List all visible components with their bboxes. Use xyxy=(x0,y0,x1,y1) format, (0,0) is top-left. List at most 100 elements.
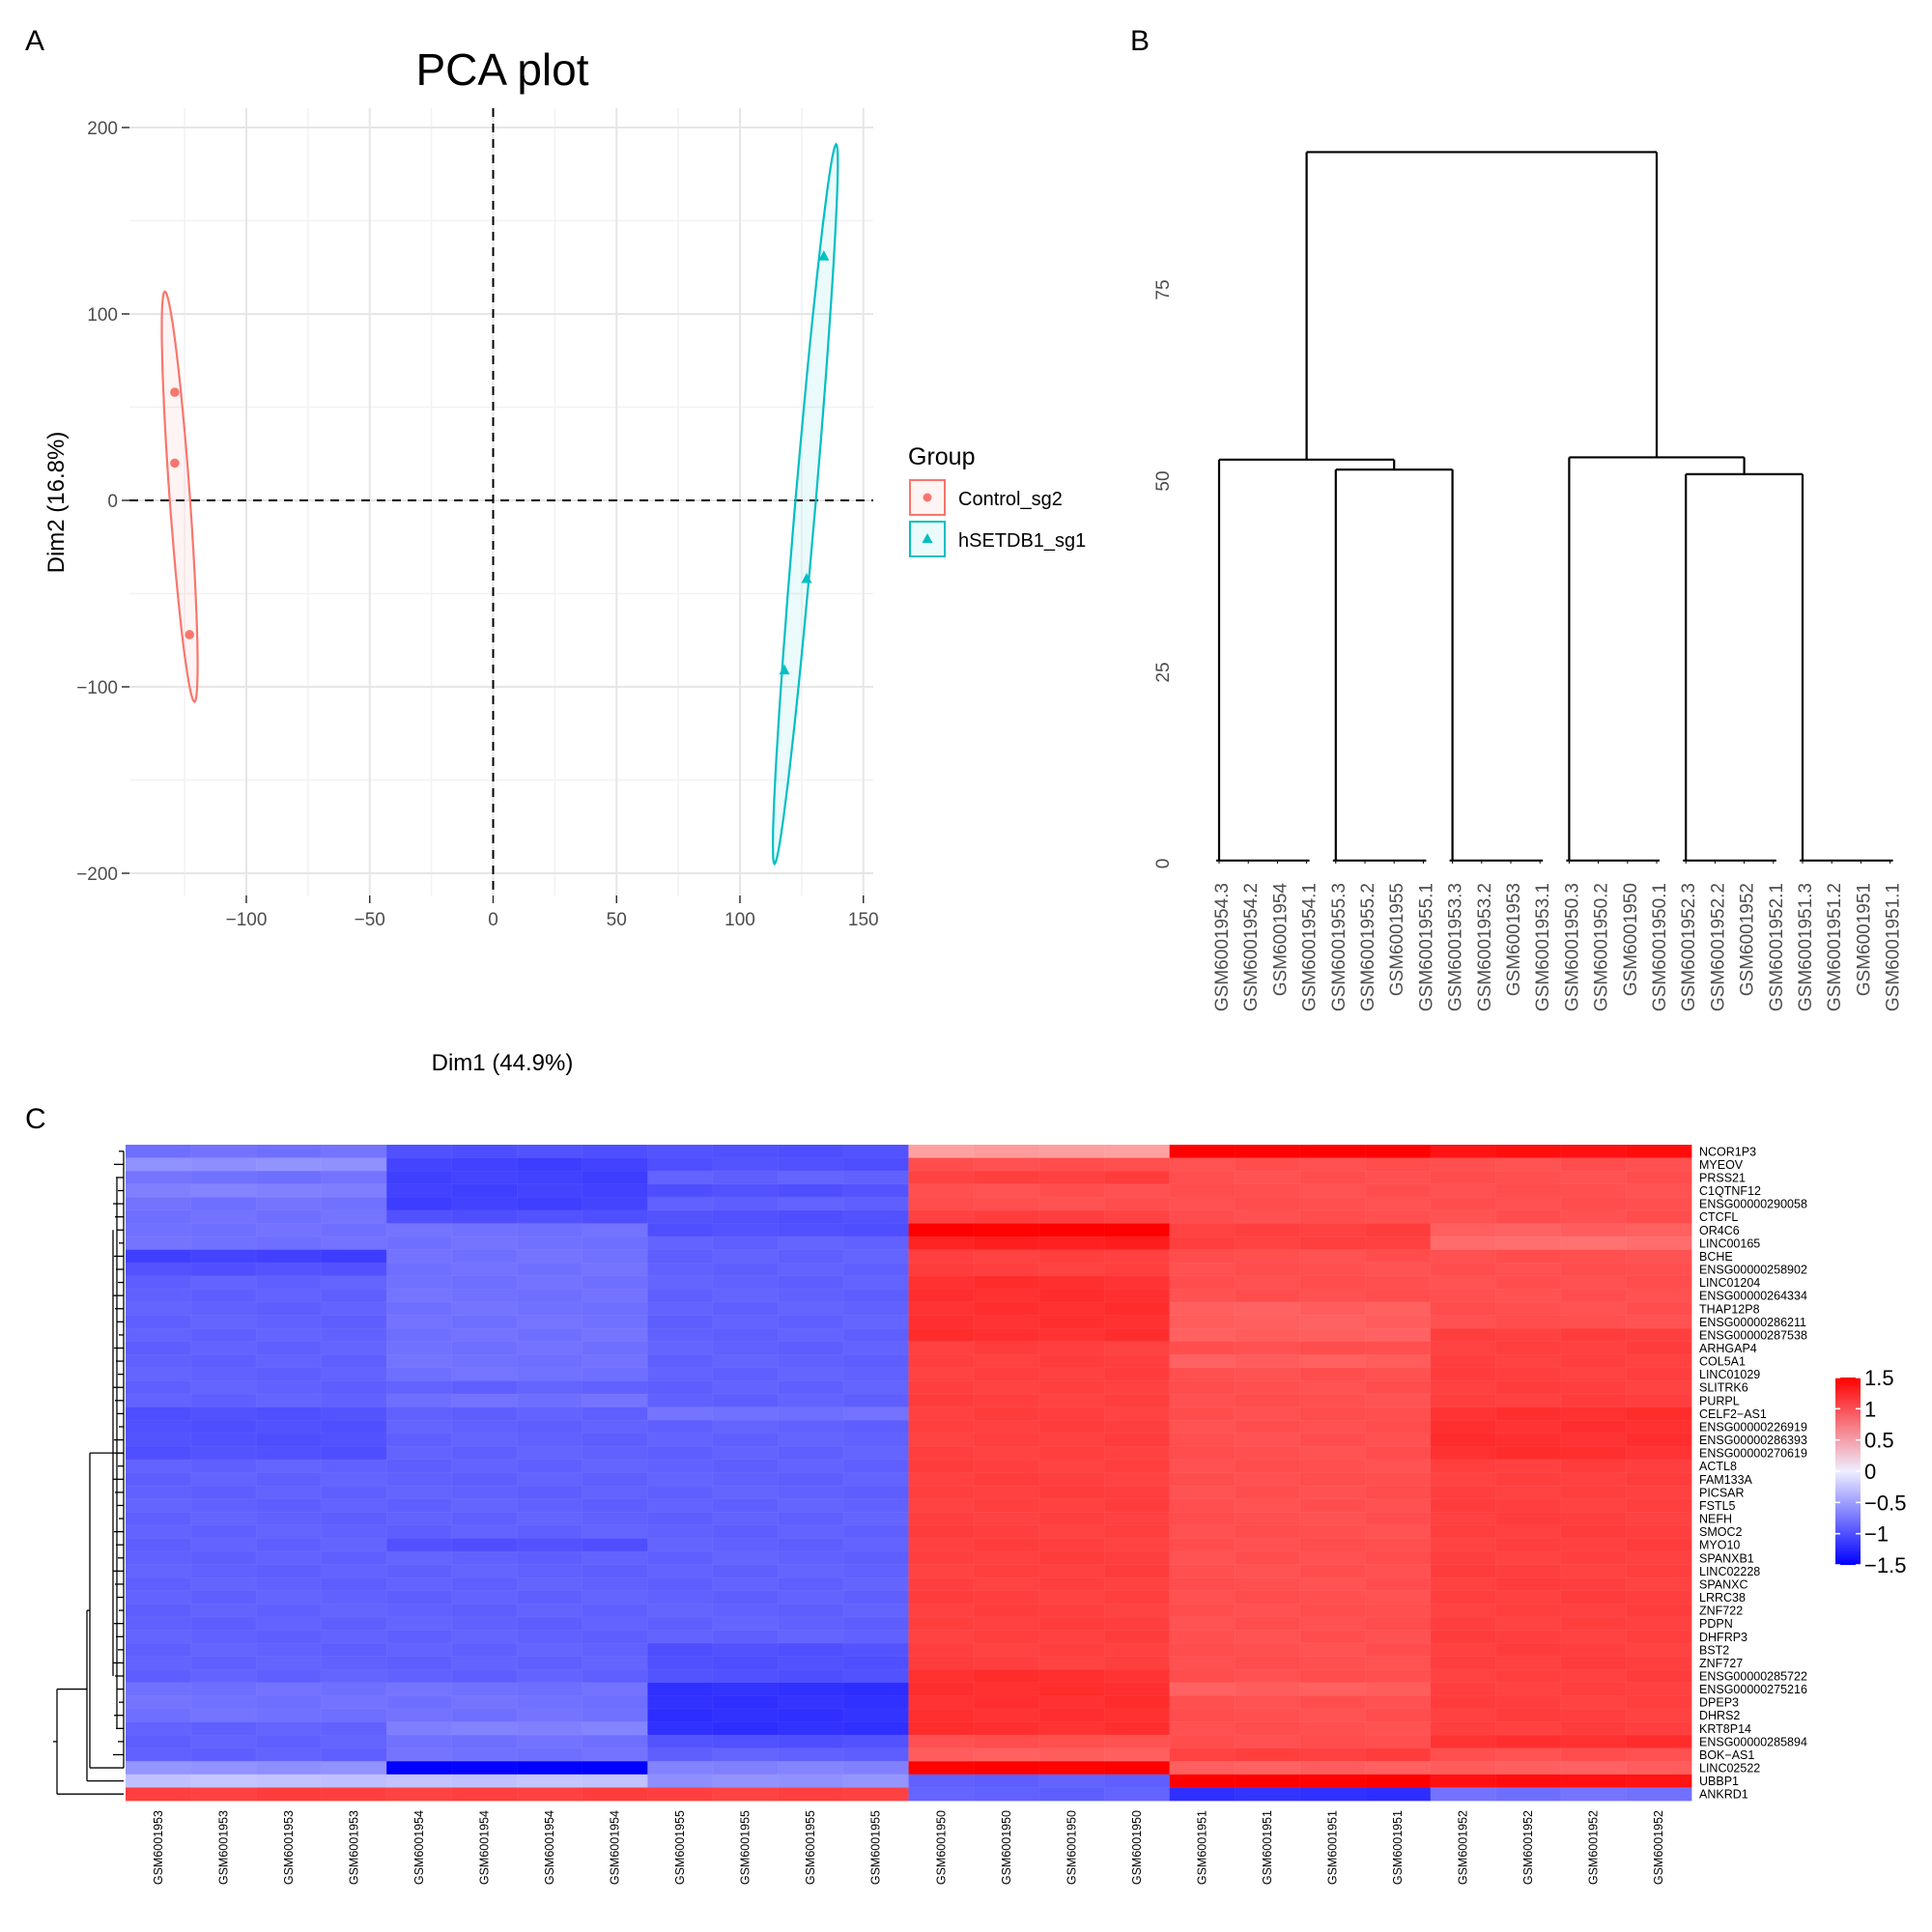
heatmap-cell xyxy=(1299,1367,1366,1382)
heatmap-cell xyxy=(255,1223,323,1237)
heatmap-cell xyxy=(1169,1209,1236,1225)
heatmap-cell xyxy=(321,1734,387,1749)
heatmap-cell xyxy=(451,1774,518,1789)
heatmap-cell xyxy=(321,1577,387,1592)
heatmap-cell xyxy=(778,1590,844,1605)
heatmap-cell xyxy=(385,1695,453,1710)
heatmap-cell xyxy=(1169,1747,1236,1762)
heatmap-cell xyxy=(778,1721,844,1736)
heatmap-cell xyxy=(1560,1157,1628,1172)
heatmap-cell xyxy=(1560,1144,1628,1159)
heatmap-cell xyxy=(1103,1787,1171,1802)
heatmap-cell xyxy=(1560,1183,1628,1198)
heatmap-cell xyxy=(1103,1223,1171,1237)
heatmap-cell xyxy=(1430,1642,1497,1658)
heatmap-cell xyxy=(712,1604,780,1618)
heatmap-cell xyxy=(1103,1419,1171,1435)
heatmap-cell xyxy=(1234,1183,1301,1198)
heatmap-cell xyxy=(190,1236,257,1251)
heatmap-cell xyxy=(451,1682,518,1697)
heatmap-cell xyxy=(1038,1550,1105,1566)
pca-x-axis-title: Dim1 (44.9%) xyxy=(432,1050,574,1076)
heatmap-cell xyxy=(1430,1734,1497,1749)
heatmap-cell xyxy=(190,1472,257,1487)
heatmap-cell xyxy=(190,1747,257,1762)
heatmap-cell xyxy=(1234,1682,1301,1697)
heatmap-cell xyxy=(1626,1197,1692,1211)
heatmap-cell xyxy=(1560,1721,1628,1736)
heatmap-col-label: GSM6001952 xyxy=(1587,1810,1601,1885)
heatmap-cell xyxy=(125,1590,192,1605)
heatmap-cell xyxy=(255,1747,323,1762)
heatmap-cell xyxy=(190,1380,257,1395)
heatmap-cell xyxy=(321,1380,387,1395)
heatmap-col-label: GSM6001955 xyxy=(673,1810,687,1885)
heatmap-cell xyxy=(1234,1209,1301,1225)
heatmap-cell xyxy=(582,1327,648,1343)
heatmap-cell xyxy=(1299,1354,1366,1369)
heatmap-cell xyxy=(712,1197,780,1211)
heatmap-cell xyxy=(1365,1419,1432,1435)
heatmap-cell xyxy=(1169,1564,1236,1578)
heatmap-cell xyxy=(517,1668,583,1684)
heatmap-cell xyxy=(712,1682,780,1697)
heatmap-cell xyxy=(451,1524,518,1540)
heatmap-cell xyxy=(190,1459,257,1474)
heatmap-cell xyxy=(321,1682,387,1697)
heatmap-cell xyxy=(1103,1695,1171,1710)
heatmap-cell xyxy=(255,1485,323,1500)
heatmap-cell xyxy=(1430,1341,1497,1355)
heatmap-cell xyxy=(517,1144,583,1159)
heatmap-cell xyxy=(1169,1249,1236,1264)
heatmap-cell xyxy=(712,1577,780,1592)
heatmap-cell xyxy=(451,1761,518,1776)
heatmap-cell xyxy=(190,1656,257,1670)
heatmap-cell xyxy=(125,1367,192,1382)
heatmap-cell xyxy=(1495,1577,1562,1592)
heatmap-cell xyxy=(255,1761,323,1776)
heatmap-cell xyxy=(908,1656,975,1670)
heatmap-cell xyxy=(1365,1289,1432,1303)
heatmap-cell xyxy=(385,1433,453,1447)
heatmap-row-label: DPEP3 xyxy=(1699,1696,1739,1710)
heatmap-cell xyxy=(842,1734,910,1749)
heatmap-cell xyxy=(517,1170,583,1185)
heatmap-cell xyxy=(125,1511,192,1526)
heatmap-cell xyxy=(1626,1433,1692,1447)
heatmap-cell xyxy=(1038,1761,1105,1776)
heatmap-cell xyxy=(1495,1472,1562,1487)
heatmap-col-label: GSM6001950 xyxy=(1065,1810,1078,1885)
heatmap-cell xyxy=(1234,1498,1301,1513)
heatmap-cell xyxy=(255,1721,323,1736)
heatmap-cell xyxy=(712,1236,780,1251)
heatmap-cell xyxy=(1430,1183,1497,1198)
heatmap-cell xyxy=(1038,1577,1105,1592)
heatmap-cell xyxy=(1038,1695,1105,1710)
heatmap-cell xyxy=(255,1275,323,1291)
heatmap-cell xyxy=(517,1459,583,1474)
heatmap-cell xyxy=(385,1275,453,1291)
heatmap-cell xyxy=(1169,1761,1236,1776)
heatmap-cell xyxy=(1626,1734,1692,1749)
dendro-leaf-label: GSM6001953 xyxy=(1504,883,1524,996)
heatmap-cell xyxy=(712,1564,780,1578)
heatmap-cell xyxy=(582,1682,648,1697)
heatmap-cell xyxy=(973,1223,1040,1237)
heatmap-cell xyxy=(712,1419,780,1435)
heatmap-cell xyxy=(778,1656,844,1670)
heatmap-cell xyxy=(1365,1761,1432,1776)
heatmap-cell xyxy=(973,1761,1040,1776)
heatmap-cell xyxy=(1365,1747,1432,1762)
heatmap-cell xyxy=(1299,1695,1366,1710)
heatmap-col-label: GSM6001954 xyxy=(609,1810,622,1885)
heatmap-cell xyxy=(1038,1341,1105,1355)
heatmap-cell xyxy=(1169,1774,1236,1789)
pca-y-tick-label: −200 xyxy=(76,865,118,885)
heatmap-cell xyxy=(1430,1577,1497,1592)
heatmap-cell xyxy=(1495,1327,1562,1343)
heatmap-cell xyxy=(1234,1695,1301,1710)
heatmap-cell xyxy=(321,1472,387,1487)
dendro-y-tick-label: 0 xyxy=(1153,859,1174,869)
heatmap-cell xyxy=(778,1498,844,1513)
heatmap-row-label: OR4C6 xyxy=(1699,1224,1740,1237)
